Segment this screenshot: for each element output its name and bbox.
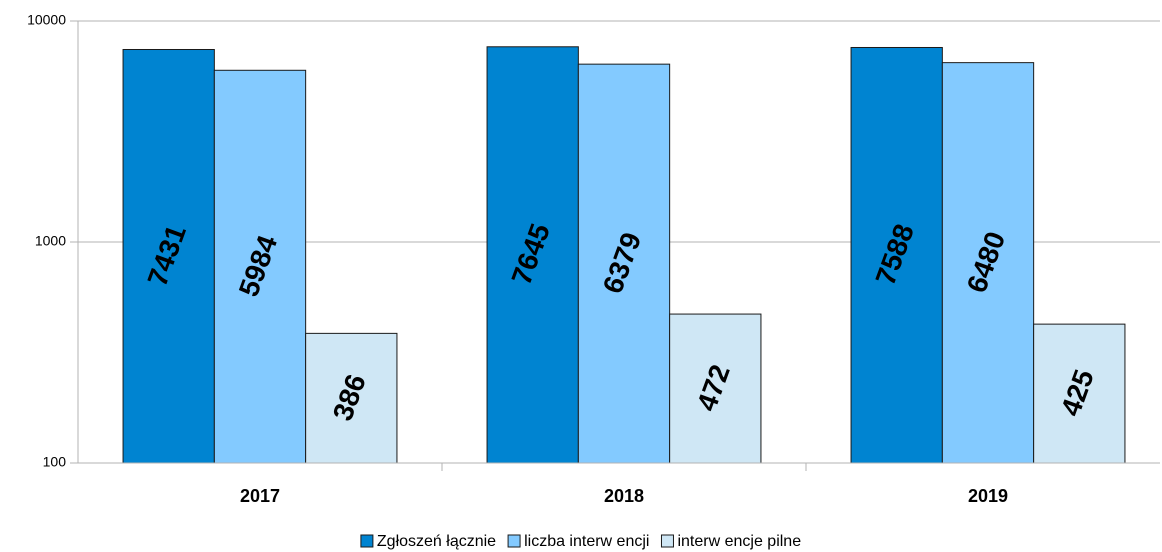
bar [213,69,307,464]
y-tick-label: 100 [43,454,67,470]
y-tick-label: 1000 [35,233,66,249]
legend-swatch [360,534,374,548]
x-tick-label: 2017 [240,486,280,506]
bar [669,313,762,464]
bar [941,62,1035,464]
x-tick-label: 2018 [604,486,644,506]
legend: Zgłoszeń łącznie liczba interw encji inter… [360,533,801,550]
x-tick-label: 2019 [968,486,1008,506]
y-tick-label: 10000 [27,12,66,28]
bar [305,332,398,464]
legend-swatch [660,534,674,548]
legend-swatch [507,534,521,548]
bar [486,46,579,464]
legend-label: interw encje pilne [677,533,801,550]
legend-label: Zgłoszeń łącznie [377,533,496,550]
legend-label: liczba interw encji [524,533,649,550]
bar [577,63,671,464]
bar [850,46,943,464]
bar [1033,323,1126,464]
